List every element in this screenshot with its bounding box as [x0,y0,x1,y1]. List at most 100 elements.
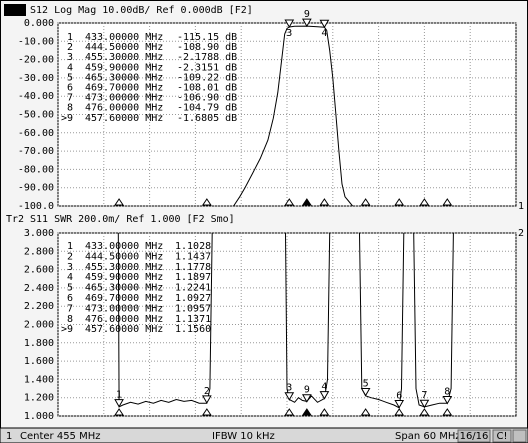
marker-number: 8 [444,386,450,397]
marker-number: 6 [396,391,402,402]
marker-table-freq: 476.00000 MHz [85,103,163,114]
marker-table-id: 6 [67,83,73,94]
marker-table-value: 1.2241 [175,283,211,294]
marker-table-freq: 444.50000 MHz [85,42,163,53]
marker-table-id: 3 [67,262,73,273]
trace-label: Tr1 [6,5,24,16]
marker-table-id: 1 [67,241,73,252]
marker-table-freq: 433.00000 MHz [85,32,163,43]
marker-table-freq: 469.70000 MHz [85,83,163,94]
marker-table-freq: 473.00000 MHz [85,93,163,104]
y-tick-label: -20.00 [18,55,54,66]
marker-table-value: -106.90 dB [177,93,237,104]
y-tick-label: 1.200 [24,393,54,404]
marker-triangle [284,392,295,401]
marker-triangle [319,19,330,29]
marker-table-value: -108.90 dB [177,42,237,53]
status-channel: 1 [6,431,12,442]
y-tick-label: 2.000 [24,320,54,331]
y-tick-label: 3.000 [24,228,54,239]
marker-number: 5 [363,378,369,389]
marker-table-freq: 457.60000 MHz [85,113,163,124]
marker-table-id: 2 [67,42,73,53]
marker-axis-triangle [319,198,330,206]
status-bar-bg [0,427,528,443]
marker-axis-triangle [442,408,453,416]
marker-table-value: 1.1371 [175,314,211,325]
marker-axis-triangle [419,408,430,416]
marker-number: 2 [204,386,210,397]
marker-table-id: 8 [67,314,73,325]
y-tick-label: 2.400 [24,283,54,294]
marker-table-freq: 455.30000 MHz [85,262,163,273]
marker-table-value: 1.1897 [175,272,211,283]
marker-axis-triangle [301,408,312,416]
status-ifbw: IFBW 10 kHz [212,431,275,442]
marker-table-id: 5 [67,72,73,83]
y-tick-label: 1.400 [24,374,54,385]
y-tick-label: -10.00 [18,36,54,47]
marker-triangle [201,395,212,404]
marker-axis-triangle [114,408,125,416]
y-tick-label: -60.00 [18,128,54,139]
marker-number: 3 [286,28,292,39]
marker-axis-triangle [360,198,371,206]
marker-axis-triangle [201,198,212,206]
status-bar: 1 Center 455 MHz IFBW 10 kHz Span 60 MHz… [0,427,528,443]
y-tick-label: 2.600 [24,265,54,276]
y-tick-label: -70.00 [18,146,54,157]
marker-triangle [419,399,430,409]
marker-table-id: 2 [67,251,73,262]
y-tick-label: 1.000 [24,411,54,422]
marker-triangle [114,399,124,408]
marker-table-id: 5 [67,283,73,294]
marker-axis-triangle [284,408,295,416]
trace-line [117,232,454,409]
marker-number: 1 [116,390,122,401]
y-tick-label: 1.800 [24,338,54,349]
trace-label: Tr2 [6,214,24,225]
marker-number: 9 [304,9,310,20]
y-tick-label: -90.00 [18,183,54,194]
marker-table-freq: 473.00000 MHz [85,303,163,314]
channel-label: 1 [518,201,524,212]
marker-table-value: -2.1788 dB [177,52,237,63]
marker-axis-triangle [394,408,405,416]
sweep-box [457,429,491,443]
marker-number: 3 [286,383,292,394]
marker-number: 7 [421,390,427,401]
marker-axis-triangle [419,198,430,206]
marker-table-value: 1.1028 [175,241,211,252]
marker-axis-triangle [114,198,125,206]
marker-axis-triangle [284,198,295,206]
marker-table-value: 1.0927 [175,293,211,304]
y-tick-label: -40.00 [18,91,54,102]
marker-triangle [301,394,312,403]
marker-table-value: 1.1778 [175,262,211,273]
marker-table-id: 8 [67,103,73,114]
marker-number: 4 [321,28,327,39]
marker-table-value: -1.6805 dB [177,113,237,124]
marker-table-id: 9 [67,324,73,335]
marker-axis-triangle [394,198,405,206]
marker-table-freq: 455.30000 MHz [85,52,163,63]
marker-axis-triangle [201,408,212,416]
marker-table-value: -115.15 dB [177,32,237,43]
marker-number: 4 [321,382,327,393]
marker-table-value: -2.3151 dB [177,62,237,73]
marker-table-id: 1 [67,32,73,43]
status-span: Span 60 MHz [395,431,461,442]
marker-triangle [319,391,330,400]
status-sweep: 16/16 [460,431,489,442]
marker-table-id: 3 [67,52,73,63]
marker-table-freq: 433.00000 MHz [85,241,163,252]
marker-table-id: 9 [67,113,73,124]
trace-title: S12 Log Mag 10.00dB/ Ref 0.000dB [F2] [30,5,253,16]
marker-table-freq: 459.90000 MHz [85,272,163,283]
y-tick-label: 0.000 [24,18,54,29]
marker-table-value: -109.22 dB [177,72,237,83]
trace-badge [4,4,26,16]
marker-axis-triangle [442,198,453,206]
marker-table-id: 7 [67,303,73,314]
